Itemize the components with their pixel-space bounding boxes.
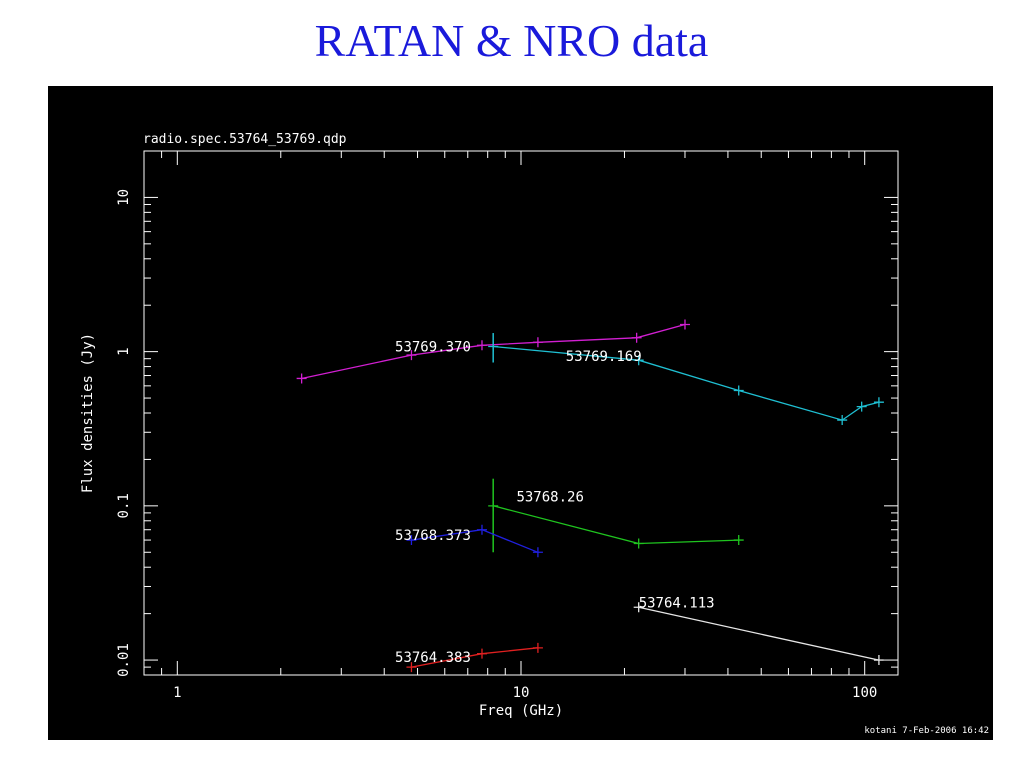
chart: radio.spec.53764_53769.qdp 1 10 100 0.01 0.1… (48, 86, 993, 740)
y-tick-label: 0.01 (116, 643, 132, 677)
y-tick-label: 1 (116, 347, 132, 355)
series-53764-383: 53764.383 (395, 642, 543, 673)
series-line (638, 606, 880, 661)
data-point (476, 524, 487, 535)
data-point (633, 355, 644, 366)
series-label: 53764.113 (639, 595, 715, 611)
data-point (856, 401, 867, 412)
chart-title: radio.spec.53764_53769.qdp (143, 132, 347, 147)
data-point (631, 332, 642, 343)
axis-ticks (143, 150, 898, 676)
data-point (406, 662, 417, 673)
data-point (873, 397, 884, 408)
data-point (532, 337, 543, 348)
series-53769-169: 53769.169 (488, 333, 884, 426)
series-label: 53768.373 (395, 528, 471, 544)
y-tick-label: 10 (116, 189, 132, 206)
data-point (406, 350, 417, 361)
slide-title: RATAN & NRO data (314, 15, 709, 66)
data-point (532, 547, 543, 558)
series-line (493, 345, 880, 421)
x-tick-label: 10 (513, 685, 530, 701)
x-tick-label: 1 (173, 685, 181, 701)
data-point (532, 642, 543, 653)
data-point (679, 319, 690, 330)
y-axis-label: Flux densities (Jy) (80, 333, 96, 493)
data-point (476, 648, 487, 659)
data-point (733, 385, 744, 396)
data-point (873, 655, 884, 666)
axis-tick-labels: 1 10 100 0.01 0.1 1 10 (116, 189, 877, 701)
series-label: 53764.383 (395, 650, 471, 666)
series-53769-370: 53769.370 (296, 319, 690, 384)
x-tick-label: 100 (852, 685, 877, 701)
series-label: 53769.169 (566, 349, 642, 365)
chart-footer: kotani 7-Feb-2006 16:42 (864, 726, 989, 736)
series-line (301, 323, 686, 380)
x-axis-label: Freq (GHz) (479, 703, 563, 719)
y-tick-label: 0.1 (116, 493, 132, 518)
series-53764-113: 53764.113 (633, 595, 884, 666)
data-point (296, 373, 307, 384)
data-point (406, 535, 417, 546)
series-label: 53768.26 (516, 489, 583, 505)
data-point (633, 602, 644, 613)
chart-background (48, 86, 993, 740)
series-53768-373: 53768.373 (395, 524, 543, 558)
series-53768-26: 53768.26 (488, 478, 744, 553)
data-point (733, 535, 744, 546)
data-point (476, 340, 487, 351)
series-layer: 53769.370 53769.169 53768.26 53768.373 53764… (296, 319, 884, 673)
data-point (633, 538, 644, 549)
data-point (837, 415, 848, 426)
series-label: 53769.370 (395, 340, 471, 356)
